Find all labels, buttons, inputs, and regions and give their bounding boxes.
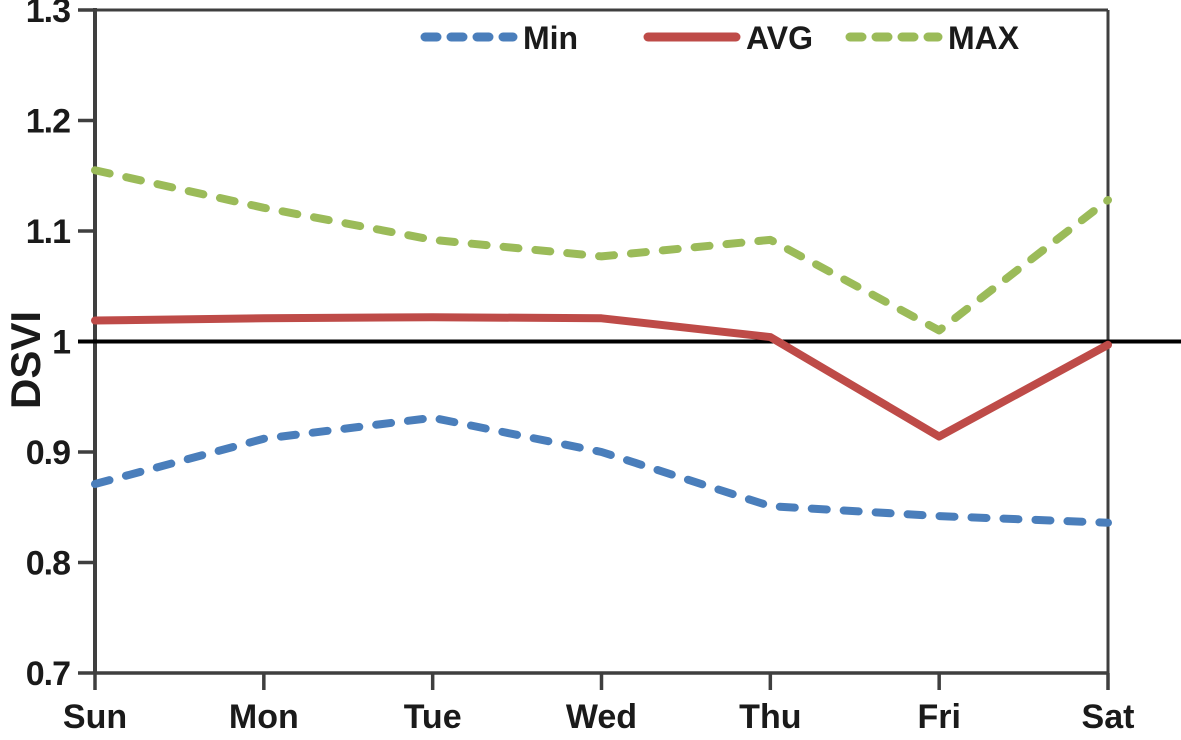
y-axis-tick-label: 1.1 <box>26 213 70 251</box>
x-axis-label-tue: Tue <box>404 698 462 736</box>
legend-label-avg: AVG <box>746 20 813 56</box>
y-axis-tick-label: 0.7 <box>26 655 70 693</box>
x-axis-label-wed: Wed <box>566 698 637 736</box>
legend-label-min: Min <box>523 20 578 56</box>
series-min-line <box>91 413 1112 527</box>
x-axis-label-fri: Fri <box>917 698 960 736</box>
x-axis-label-sat: Sat <box>1082 698 1135 736</box>
legend-label-max: MAX <box>948 20 1020 56</box>
x-axis-label-mon: Mon <box>229 698 299 736</box>
x-axis-label-thu: Thu <box>739 698 801 736</box>
x-axis-label-sun: Sun <box>63 698 127 736</box>
y-axis-tick-label: 1 <box>52 324 70 362</box>
series-avg-line <box>91 313 1112 441</box>
y-axis-tick-label: 1.2 <box>26 103 70 141</box>
y-axis-title: DSVI <box>2 311 49 409</box>
y-axis-tick-label: 0.9 <box>26 434 70 472</box>
series-max-line <box>91 166 1112 335</box>
y-axis-tick-label: 1.3 <box>26 0 70 30</box>
y-axis-tick-label: 0.8 <box>26 545 70 583</box>
